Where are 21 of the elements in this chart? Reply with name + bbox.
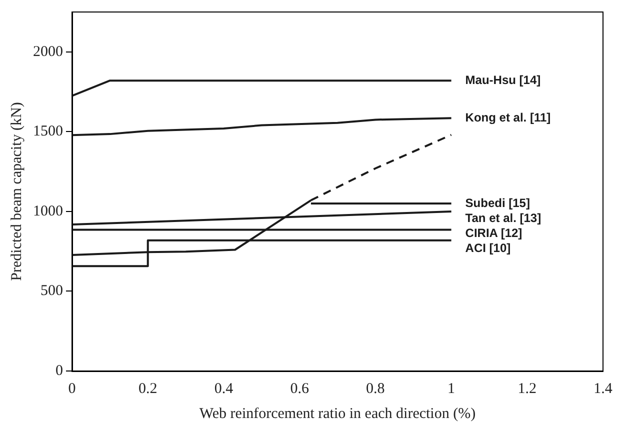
series-label: CIRIA [12] (465, 226, 522, 240)
x-axis-title: Web reinforcement ratio in each direction (%) (199, 406, 476, 422)
y-tick-label: 1000 (33, 203, 63, 220)
x-tick-label: 1.4 (594, 380, 613, 397)
x-tick-label: 0 (68, 380, 76, 397)
y-tick-label: 1500 (33, 124, 63, 140)
y-tick-label: 2000 (33, 44, 63, 60)
series-label: Mau-Hsu [14] (465, 72, 541, 87)
series-label: Subedi [15] (465, 196, 530, 210)
x-tick-label: 0.2 (138, 380, 158, 397)
series-label: ACI [10] (465, 240, 511, 255)
series-label: Kong et al. [11] (465, 110, 551, 124)
y-axis-title: Predicted beam capacity (kN) (8, 102, 25, 281)
x-tick-label: 1 (448, 380, 456, 397)
y-tick-label: 0 (56, 362, 63, 379)
series-label: Tan et al. [13] (465, 210, 542, 225)
y-tick-label: 500 (40, 283, 63, 300)
x-tick-label: 0.6 (290, 380, 310, 397)
x-tick-label: 0.4 (214, 380, 234, 397)
x-tick-label: 1.2 (518, 380, 537, 397)
x-tick-label: 0.8 (366, 380, 385, 397)
